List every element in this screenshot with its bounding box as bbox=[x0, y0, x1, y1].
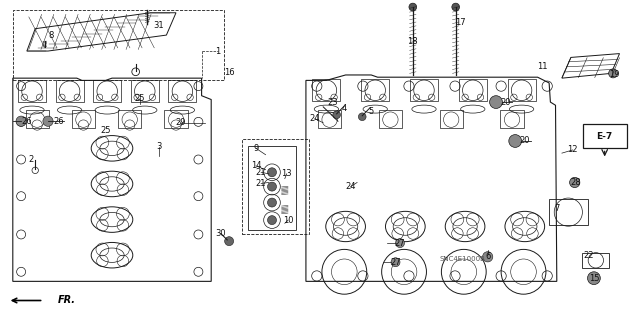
Text: 8: 8 bbox=[49, 31, 54, 40]
Bar bbox=[312, 79, 340, 101]
Bar bbox=[164, 110, 188, 128]
Text: 4: 4 bbox=[342, 104, 347, 113]
Text: 14: 14 bbox=[251, 161, 261, 170]
Circle shape bbox=[409, 3, 417, 11]
Bar bbox=[72, 110, 95, 128]
Text: 29: 29 bbox=[175, 118, 186, 127]
Text: 6: 6 bbox=[485, 252, 490, 261]
Text: 24: 24 bbox=[346, 182, 356, 191]
Circle shape bbox=[452, 3, 460, 11]
Text: 7: 7 bbox=[554, 204, 559, 213]
Text: 23: 23 bbox=[328, 98, 338, 107]
Bar bbox=[118, 110, 141, 128]
Bar bbox=[318, 110, 341, 128]
Text: 30: 30 bbox=[216, 229, 226, 238]
Bar bbox=[13, 10, 224, 80]
Bar bbox=[26, 110, 49, 128]
Circle shape bbox=[268, 168, 276, 177]
Bar bbox=[440, 110, 463, 128]
Bar bbox=[410, 79, 438, 101]
Text: 21: 21 bbox=[256, 168, 266, 177]
Circle shape bbox=[268, 182, 276, 191]
Text: 26: 26 bbox=[54, 117, 64, 126]
Text: 10: 10 bbox=[283, 216, 293, 225]
Text: 5: 5 bbox=[369, 107, 374, 116]
Text: 17: 17 bbox=[456, 18, 466, 27]
Bar bbox=[508, 79, 536, 101]
Circle shape bbox=[509, 135, 522, 147]
Text: 1: 1 bbox=[215, 47, 220, 56]
Bar bbox=[379, 110, 402, 128]
Circle shape bbox=[268, 198, 276, 207]
Bar bbox=[93, 80, 122, 102]
Circle shape bbox=[396, 239, 404, 248]
Text: 22: 22 bbox=[584, 251, 594, 260]
Circle shape bbox=[490, 96, 502, 108]
Bar bbox=[549, 199, 588, 225]
Text: 27: 27 bbox=[390, 258, 401, 267]
Circle shape bbox=[16, 116, 26, 126]
Circle shape bbox=[391, 258, 400, 267]
Text: E-7: E-7 bbox=[596, 132, 613, 141]
Text: 13: 13 bbox=[282, 169, 292, 178]
Text: 12: 12 bbox=[568, 145, 578, 154]
Bar bbox=[56, 80, 84, 102]
Text: 2: 2 bbox=[28, 155, 33, 164]
Text: 27: 27 bbox=[395, 239, 405, 248]
Bar bbox=[242, 139, 309, 234]
Text: SNC4E1000B: SNC4E1000B bbox=[439, 256, 485, 262]
Text: 11: 11 bbox=[538, 63, 548, 71]
Text: 25: 25 bbox=[100, 126, 111, 135]
Circle shape bbox=[570, 177, 580, 188]
Text: 25: 25 bbox=[134, 94, 145, 103]
Circle shape bbox=[43, 116, 53, 126]
Bar bbox=[131, 80, 159, 102]
Text: 26: 26 bbox=[22, 117, 32, 126]
Text: 20: 20 bbox=[520, 137, 530, 145]
Bar bbox=[361, 79, 389, 101]
Bar bbox=[248, 146, 296, 230]
Circle shape bbox=[268, 216, 276, 225]
Text: 24: 24 bbox=[310, 114, 320, 123]
Bar bbox=[500, 110, 524, 128]
Text: 9: 9 bbox=[253, 144, 259, 153]
Text: 20: 20 bbox=[500, 98, 511, 107]
Text: 21: 21 bbox=[256, 179, 266, 188]
Text: 3: 3 bbox=[156, 142, 161, 151]
Circle shape bbox=[588, 272, 600, 285]
Circle shape bbox=[333, 111, 340, 119]
Text: FR.: FR. bbox=[58, 295, 76, 306]
Bar bbox=[582, 253, 609, 268]
Text: 19: 19 bbox=[609, 70, 620, 78]
Text: 18: 18 bbox=[408, 37, 418, 46]
Text: 31: 31 bbox=[154, 21, 164, 30]
Circle shape bbox=[358, 113, 366, 121]
Text: 15: 15 bbox=[589, 274, 599, 283]
Circle shape bbox=[483, 252, 493, 262]
Circle shape bbox=[609, 69, 618, 78]
Text: 28: 28 bbox=[571, 178, 581, 187]
Bar bbox=[18, 80, 46, 102]
Text: 16: 16 bbox=[224, 68, 234, 77]
Circle shape bbox=[225, 237, 234, 246]
Bar bbox=[459, 79, 487, 101]
Bar bbox=[168, 80, 196, 102]
